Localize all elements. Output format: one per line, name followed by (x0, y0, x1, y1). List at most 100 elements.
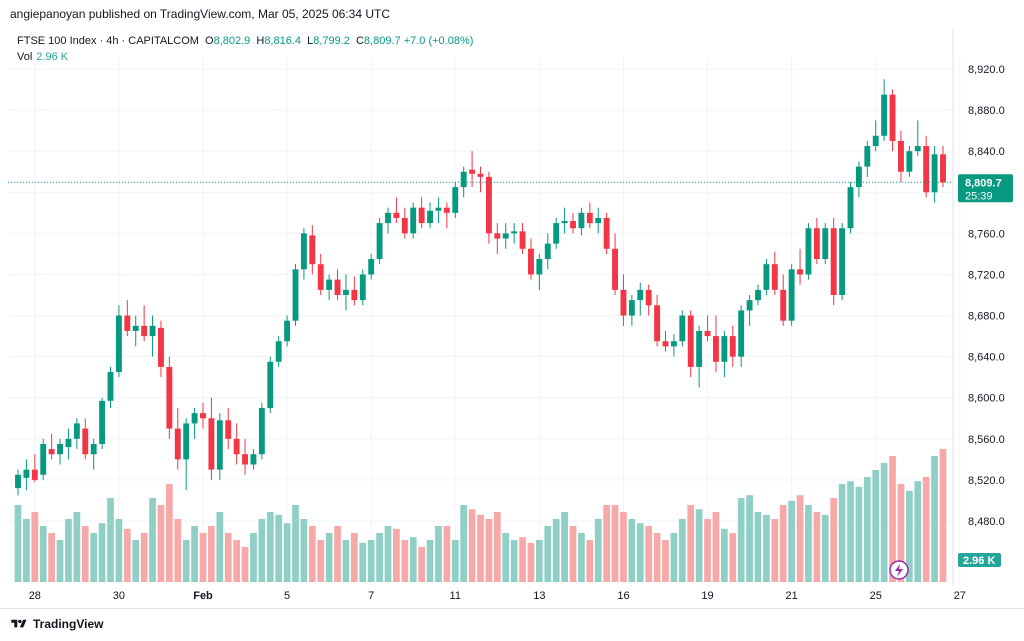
candle-body (931, 154, 938, 193)
y-tick-label: 8,640.0 (968, 352, 1005, 364)
volume-bar (603, 505, 610, 582)
volume-bar (334, 526, 341, 582)
volume-bar (678, 519, 686, 582)
candle-body (578, 212, 585, 229)
candle-body (242, 454, 248, 465)
candle-body (82, 428, 89, 455)
candle-body (847, 187, 854, 229)
volume-bar (460, 505, 468, 582)
volume-label: Vol (17, 51, 33, 63)
candle-body (15, 474, 21, 489)
candle-body (393, 212, 400, 218)
candle-body (755, 289, 761, 301)
volume-bar (847, 481, 854, 582)
candle-body (662, 341, 669, 347)
candle-body (940, 154, 946, 183)
lightning-bolt-icon (895, 564, 903, 577)
candle-body (99, 400, 106, 444)
volume-bar (922, 477, 930, 582)
y-tick-label: 8,600.0 (968, 393, 1005, 405)
last-price-badge (958, 174, 1013, 203)
candle-body (839, 228, 846, 295)
candle-body (696, 330, 703, 367)
volume-bar (393, 528, 400, 582)
candle-body (502, 233, 509, 239)
volume-bar (266, 512, 274, 582)
chart-legend: FTSE 100 Index · 4h · CAPITALCOM O8,802.… (17, 33, 473, 65)
volume-bar (737, 498, 745, 582)
candle-body (628, 300, 635, 316)
candle-body (881, 94, 888, 136)
volume-bar (367, 540, 375, 582)
candle-body (788, 269, 795, 321)
volume-bar (39, 526, 47, 582)
candle-body (469, 169, 476, 174)
candle-body (57, 443, 63, 455)
volume-bar (250, 533, 257, 582)
footer-brand[interactable]: TradingView (33, 617, 104, 631)
symbol-label[interactable]: FTSE 100 Index · 4h · CAPITALCOM (17, 35, 199, 47)
volume-bar (199, 533, 207, 582)
candle-body (654, 305, 661, 342)
candle-body (889, 94, 896, 141)
candle-body (864, 146, 871, 167)
volume-badge-label: 2.96 K (963, 555, 995, 567)
candle-body (183, 423, 190, 460)
volume-bar (325, 533, 333, 582)
volume-bar (880, 463, 888, 582)
volume-bar (65, 519, 72, 582)
y-tick-label: 8,560.0 (968, 434, 1005, 446)
volume-bar (359, 542, 367, 582)
candle-body (830, 228, 837, 295)
volume-bar (662, 540, 669, 582)
volume-bar (830, 498, 838, 582)
volume-bar (746, 495, 753, 582)
candle-body (460, 171, 467, 188)
high-value: 8,816.4 (264, 35, 302, 47)
x-tick-label: Feb (193, 590, 213, 602)
candle-body (427, 210, 433, 224)
candle-body (923, 146, 930, 193)
volume-bar (23, 519, 30, 582)
publisher-note: angiepanoyan published on TradingView.co… (10, 7, 391, 21)
candle-body (898, 140, 904, 172)
volume-bar (157, 505, 165, 582)
volume-bar (401, 540, 409, 582)
volume-bar (636, 523, 644, 582)
volume-bar (586, 540, 594, 582)
volume-bar (838, 484, 846, 582)
candle-body (132, 325, 139, 331)
candle-body (561, 221, 568, 224)
volume-bar (275, 514, 283, 582)
x-tick-label: 13 (533, 590, 545, 602)
candle-body (443, 207, 450, 213)
candle-body (48, 449, 55, 455)
volume-bar (115, 519, 123, 582)
volume-bar (519, 537, 526, 582)
candle-body (200, 413, 206, 419)
candle-body (158, 327, 164, 367)
volume-bar (90, 533, 98, 582)
volume-bar (224, 533, 232, 582)
candle-body (418, 207, 425, 224)
volume-bar (611, 505, 619, 582)
volume-bar (704, 519, 711, 582)
candle-body (797, 269, 803, 275)
candle-body (435, 207, 442, 211)
candle-body (612, 248, 618, 290)
candle-body (23, 469, 30, 478)
candle-body (292, 269, 299, 321)
volume-bar (149, 498, 156, 582)
volume-bar (216, 512, 224, 582)
x-tick-label: 5 (284, 590, 290, 602)
footer: TradingView (10, 617, 103, 631)
volume-bar (788, 500, 795, 582)
candle-body (805, 228, 812, 275)
volume-bar (468, 509, 476, 582)
volume-bar (561, 512, 568, 582)
volume-bar (628, 519, 636, 582)
volume-bar (821, 514, 829, 582)
candle-body (343, 289, 349, 295)
volume-bar (351, 533, 358, 582)
